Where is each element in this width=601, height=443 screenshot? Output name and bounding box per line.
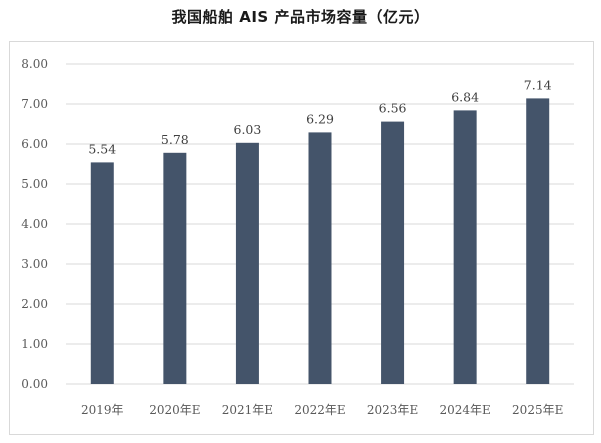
x-tick-label: 2020年E <box>149 403 200 417</box>
bar <box>163 152 187 384</box>
y-tick-label: 1.00 <box>21 337 48 351</box>
bar <box>90 162 114 384</box>
x-tick-label: 2022年E <box>294 403 345 417</box>
y-tick-label: 2.00 <box>21 297 48 311</box>
x-tick-label: 2025年E <box>512 403 563 417</box>
bar <box>308 132 332 384</box>
y-tick-label: 3.00 <box>21 257 48 271</box>
bar <box>526 98 550 385</box>
data-label: 5.54 <box>88 141 116 156</box>
y-tick-label: 8.00 <box>21 57 48 71</box>
y-axis-tick-labels: 0.00 1.00 2.00 3.00 4.00 5.00 6.00 7.00 8.00 <box>21 57 48 391</box>
data-label: 6.03 <box>234 122 262 137</box>
x-tick-label: 2023年E <box>367 403 418 417</box>
bar <box>235 142 259 384</box>
chart-title: 我国船舶 AIS 产品市场容量（亿元） <box>171 8 430 26</box>
x-tick-label: 2024年E <box>439 403 490 417</box>
data-label: 6.56 <box>379 101 407 116</box>
bar <box>381 121 405 384</box>
y-tick-label: 4.00 <box>21 217 48 231</box>
chart-frame <box>9 41 594 435</box>
y-tick-label: 5.00 <box>21 177 48 191</box>
x-tick-label: 2019年 <box>81 403 124 417</box>
data-label: 7.14 <box>524 77 552 92</box>
data-label: 5.78 <box>161 132 189 147</box>
data-labels: 5.54 5.78 6.03 6.29 6.56 6.84 7.14 <box>88 77 551 156</box>
x-axis-tick-labels: 2019年 2020年E 2021年E 2022年E 2023年E 2024年E 2025年… <box>81 403 563 417</box>
bar <box>453 110 477 385</box>
data-label: 6.29 <box>306 111 334 126</box>
y-tick-label: 7.00 <box>21 97 48 111</box>
y-tick-label: 6.00 <box>21 137 48 151</box>
data-label: 6.84 <box>451 89 479 104</box>
x-tick-label: 2021年E <box>222 403 273 417</box>
y-tick-label: 0.00 <box>21 377 48 391</box>
bars <box>90 98 550 385</box>
